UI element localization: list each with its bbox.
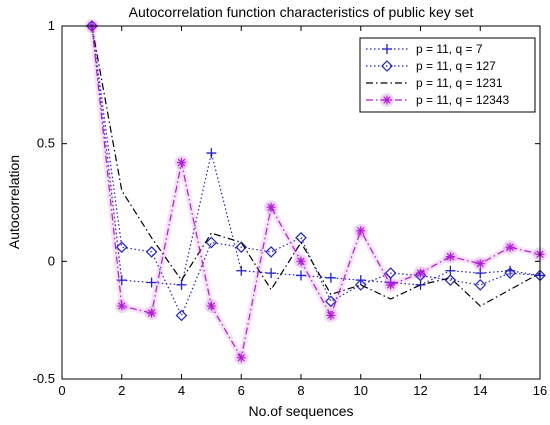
x-tick-label: 16 — [533, 383, 547, 398]
axes-layer: 0 2 4 6 8 10 12 14 16-0.500.51 — [33, 18, 548, 398]
series-1-point — [266, 268, 277, 279]
series-1-point — [325, 272, 336, 283]
series-2-line — [91, 25, 541, 317]
x-tick-label: 0 — [58, 383, 65, 398]
series-1-point — [146, 277, 157, 288]
x-tick-label: 12 — [413, 383, 427, 398]
series-4-point — [204, 299, 219, 314]
series-2-point — [235, 241, 248, 254]
series-1-point — [296, 270, 306, 281]
y-tick-label: -0.5 — [33, 371, 55, 386]
legend-marker — [381, 60, 393, 72]
series-1-point — [475, 268, 486, 279]
series-2-point — [175, 309, 188, 322]
series-1-point — [415, 279, 426, 290]
series-4-point — [144, 306, 159, 321]
series-4-point — [473, 256, 488, 271]
y-tick-label: 0.5 — [37, 136, 55, 151]
legend-entry-1: p = 11, q = 7 — [366, 42, 483, 56]
legend-label: p = 11, q = 12343 — [416, 93, 510, 107]
series-1-point — [236, 265, 247, 276]
series-2-point — [414, 269, 427, 282]
series-2-point — [384, 267, 397, 279]
series-2-point — [145, 246, 158, 258]
series-1-point — [206, 148, 217, 159]
series-2-point — [354, 279, 367, 291]
series-2-point — [325, 295, 337, 308]
series-1-point — [176, 279, 187, 290]
legend-entry-2: p = 11, q = 127 — [366, 59, 496, 73]
x-tick-label: 8 — [297, 383, 304, 398]
legend-marker — [380, 93, 394, 107]
series-4-point — [323, 308, 338, 323]
legend-entry-4: p = 11, q = 12343 — [366, 93, 510, 107]
legend-marker — [382, 44, 392, 54]
series-3 — [91, 25, 541, 307]
y-tick-label: 1 — [48, 18, 55, 33]
x-tick-label: 14 — [473, 383, 487, 398]
legend-label: p = 11, q = 1231 — [416, 76, 503, 90]
series-4-line — [91, 25, 541, 360]
series-2-point — [205, 236, 218, 249]
series-4-point — [114, 299, 129, 314]
series-2-point — [265, 246, 277, 258]
legend-label: p = 11, q = 127 — [416, 59, 496, 73]
series-1-point — [445, 265, 456, 276]
legend-label: p = 11, q = 7 — [416, 42, 483, 56]
series-2-point — [115, 241, 128, 254]
series-4-point — [264, 200, 279, 215]
y-tick-label: 0 — [48, 253, 55, 268]
x-tick-label: 4 — [178, 383, 185, 398]
series-4-point — [503, 240, 518, 255]
series-layer — [84, 19, 547, 365]
series-2 — [86, 20, 546, 322]
series-4-point — [353, 223, 368, 238]
x-axis-label: No.of sequences — [248, 403, 353, 419]
series-4 — [84, 19, 547, 365]
series-2-point — [504, 267, 516, 279]
legend-entry-3: p = 11, q = 1231 — [366, 76, 503, 90]
series-4-point — [294, 254, 308, 269]
x-tick-label: 2 — [118, 383, 125, 398]
x-tick-label: 6 — [238, 383, 245, 398]
chart-title: Autocorrelation function characteristics… — [129, 4, 474, 20]
series-1-point — [116, 275, 127, 286]
x-tick-label: 10 — [354, 383, 368, 398]
y-axis-label: Autocorrelation — [6, 155, 22, 249]
series-4-point — [413, 266, 428, 281]
series-2-point — [474, 279, 487, 291]
series-4-point — [443, 249, 458, 264]
series-4-point — [174, 155, 189, 170]
legend: p = 11, q = 7 p = 11, q = 127 p = 11, q = … — [359, 37, 536, 113]
series-3-line — [91, 25, 541, 307]
series-4-point — [234, 350, 249, 365]
series-4-point — [383, 277, 398, 292]
series-2-point — [295, 231, 307, 244]
